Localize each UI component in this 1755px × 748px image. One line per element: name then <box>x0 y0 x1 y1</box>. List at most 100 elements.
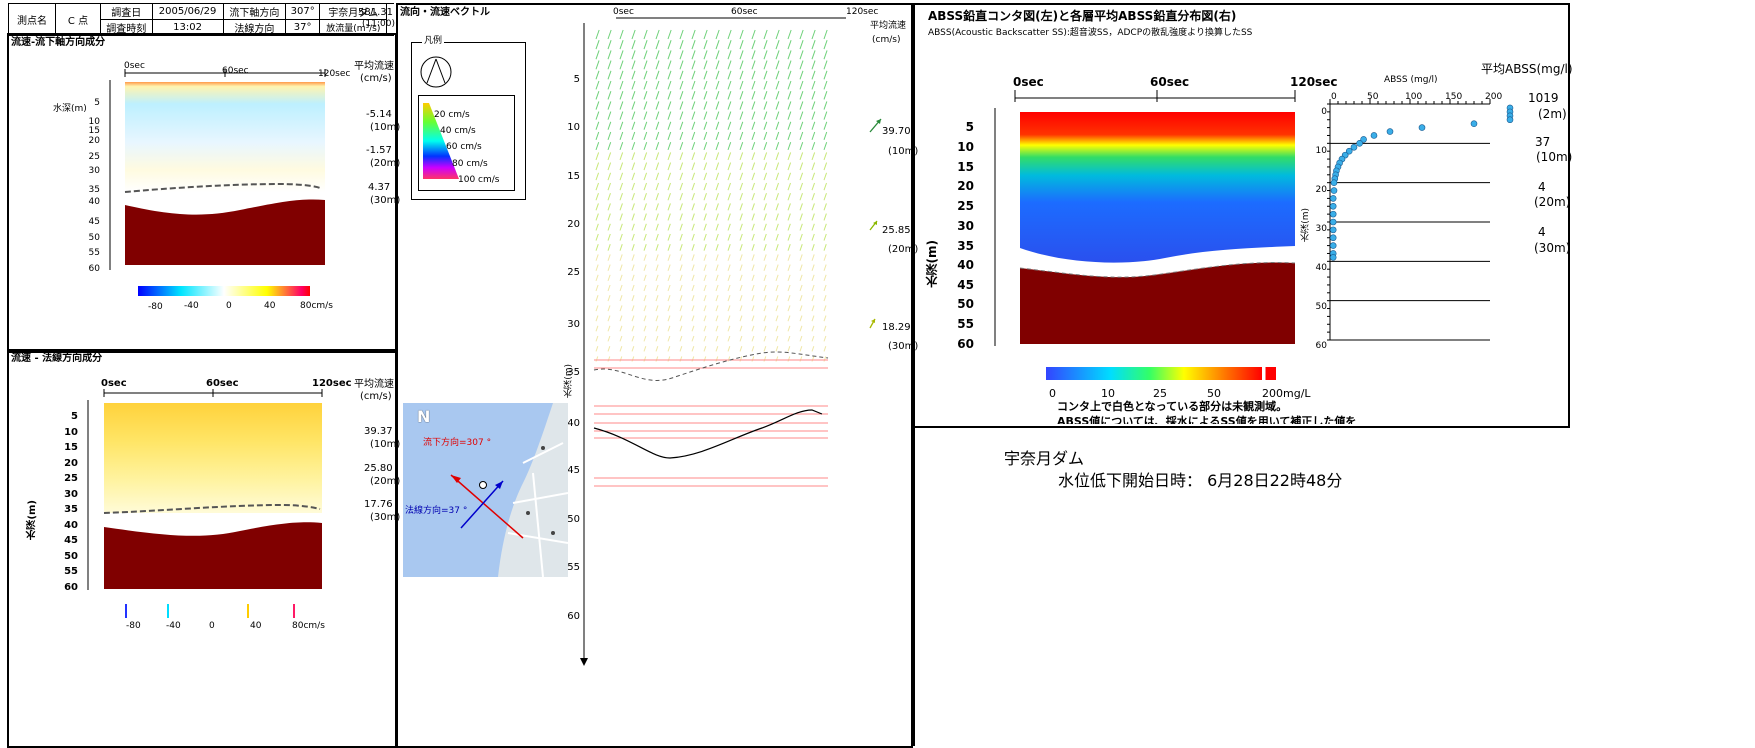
profile-point <box>1330 179 1338 186</box>
vector-arrow <box>643 182 647 191</box>
vector-arrow <box>643 70 648 80</box>
downstream-ytick: 45 <box>88 217 100 227</box>
vector-arrow <box>691 315 695 322</box>
vector-arrow <box>787 254 791 261</box>
vector-arrow <box>799 274 803 282</box>
vector-arrow <box>799 213 803 221</box>
downstream-water-area <box>125 82 325 192</box>
vector-arrow <box>691 142 696 151</box>
vector-arrow <box>751 254 755 261</box>
vector-arrow <box>619 356 623 362</box>
vector-arrow <box>811 172 816 181</box>
vector-arrow <box>679 50 684 60</box>
abss-avg-title: 平均ABSS(mg/l) <box>1481 62 1573 76</box>
profile-xlabel: ABSS (mg/l) <box>1384 75 1438 85</box>
downstream-ytick: 20 <box>88 136 100 146</box>
vector-arrow <box>691 40 696 50</box>
vector-arrow <box>727 295 731 302</box>
vector-arrow <box>763 91 768 100</box>
vector-arrow <box>691 244 695 251</box>
vector-arrow <box>619 254 623 261</box>
vector-arrow <box>811 70 816 80</box>
vector-arrow <box>787 244 791 251</box>
vector-ytick: 40 <box>567 418 580 429</box>
profile-point <box>1345 147 1353 155</box>
profile-points <box>1329 104 1514 261</box>
vector-arrow <box>631 101 636 110</box>
vector-arrow <box>811 29 816 40</box>
downstream-ytick: 25 <box>88 152 100 162</box>
vector-arrow <box>751 203 755 211</box>
downstream-ytick: 55 <box>88 248 100 258</box>
normal-ytick: 40 <box>64 520 78 531</box>
vector-arrow <box>619 80 624 90</box>
vector-arrow <box>715 111 720 120</box>
downstream-xtick-60: 60sec <box>222 66 249 76</box>
vector-arrow <box>631 346 635 352</box>
vector-arrow <box>703 346 707 352</box>
downstream-riverbed <box>125 199 325 265</box>
vector-arrow <box>703 40 708 50</box>
vector-arrow <box>763 203 767 211</box>
vector-arrow <box>823 29 828 40</box>
vector-arrow <box>667 80 672 90</box>
map-land <box>498 403 568 577</box>
vector-arrow <box>679 111 684 120</box>
abss-ytick: 15 <box>957 160 974 174</box>
vector-arrow <box>775 70 780 80</box>
vector-arrow <box>751 111 756 120</box>
vector-arrow <box>715 284 719 292</box>
vector-arrow <box>643 356 647 362</box>
vector-arrow <box>667 131 672 140</box>
vector-arrow <box>763 274 767 282</box>
abss-contour <box>994 90 1296 346</box>
vector-arrow <box>823 70 828 80</box>
vector-arrow <box>607 29 612 40</box>
cbar-mark <box>247 604 249 618</box>
vector-arrow <box>715 335 719 342</box>
vector-arrow <box>775 325 779 332</box>
vector-arrow <box>763 233 767 241</box>
vector-arrow <box>715 356 719 362</box>
vector-ytick: 30 <box>567 319 580 330</box>
vector-arrow <box>823 142 828 151</box>
profile-point <box>1360 136 1367 143</box>
vector-legend: 凡例 20 cm/s 40 cm/s 60 cm/s 80 cm/s 100 c… <box>411 37 526 200</box>
vector-arrow <box>763 70 768 80</box>
vector-arrow <box>811 193 815 201</box>
map-direction-arrows <box>450 474 524 539</box>
profile-point <box>1386 128 1394 135</box>
vector-arrow <box>667 91 672 100</box>
vector-arrow <box>715 233 719 241</box>
vector-arrow <box>607 50 612 60</box>
vector-arrow <box>691 101 696 110</box>
vector-arrow <box>631 29 636 40</box>
vector-arrow <box>799 50 804 60</box>
vector-arrow <box>703 203 707 211</box>
vector-arrow <box>703 172 708 181</box>
station-value: C 点 <box>55 3 101 36</box>
vector-arrow <box>739 80 744 90</box>
vector-arrow <box>727 233 731 241</box>
vector-arrow <box>631 111 636 120</box>
vector-arrow <box>679 244 683 251</box>
vector-arrow <box>655 50 660 60</box>
vector-arrow <box>619 121 624 130</box>
legend-item: 100 cm/s <box>458 175 500 185</box>
profile-xtick: 100 <box>1405 92 1423 102</box>
abss-note-2: ABSS値については、採水によるSS値を用いて補正した値を <box>1057 415 1357 424</box>
vector-arrow <box>787 346 791 352</box>
normal-ytick: 20 <box>64 458 78 469</box>
vector-arrow <box>631 152 636 161</box>
vector-arrow <box>607 101 612 110</box>
vector-arrow <box>679 356 683 362</box>
profile-ytick: 20 <box>1315 185 1327 195</box>
vector-arrow <box>763 152 768 161</box>
vector-arrow <box>763 101 768 110</box>
vector-arrow <box>811 274 815 282</box>
vector-arrow <box>607 152 612 161</box>
vector-arrow <box>595 142 600 151</box>
vector-arrow <box>619 274 623 282</box>
vector-avg-depth-30: (30m) <box>888 341 919 352</box>
vector-arrow <box>655 213 659 221</box>
